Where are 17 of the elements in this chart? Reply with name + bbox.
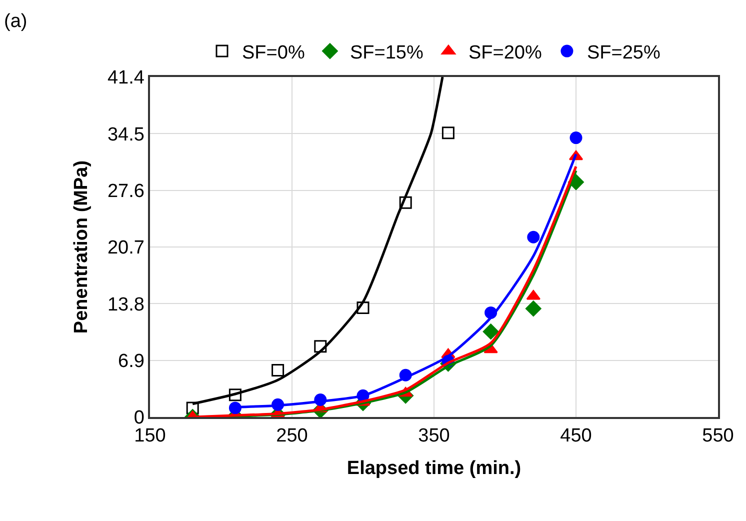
y-tick-label: 6.9 [118, 350, 144, 372]
y-axis-title: Penentration (MPa) [70, 160, 92, 334]
y-tick-label: 27.6 [107, 180, 144, 202]
legend-label: SF=0% [242, 42, 305, 64]
x-axis-title: Elapsed time (min.) [346, 458, 522, 479]
text: (a) [4, 11, 28, 32]
x-tick-label: 550 [702, 426, 734, 447]
x-tick-label: 450 [560, 426, 592, 447]
x-tick-label: 250 [276, 426, 308, 447]
legend-label: SF=20% [468, 42, 542, 64]
legend-label: SF=15% [350, 42, 424, 64]
y-tick-label: 13.8 [107, 294, 144, 316]
x-tick-label: 350 [418, 426, 450, 447]
y-tick-label: 41.4 [107, 68, 145, 89]
legend-label: SF=25% [586, 42, 660, 64]
y-tick-label: 20.7 [107, 238, 144, 259]
y-tick-label: 34.5 [107, 124, 144, 146]
